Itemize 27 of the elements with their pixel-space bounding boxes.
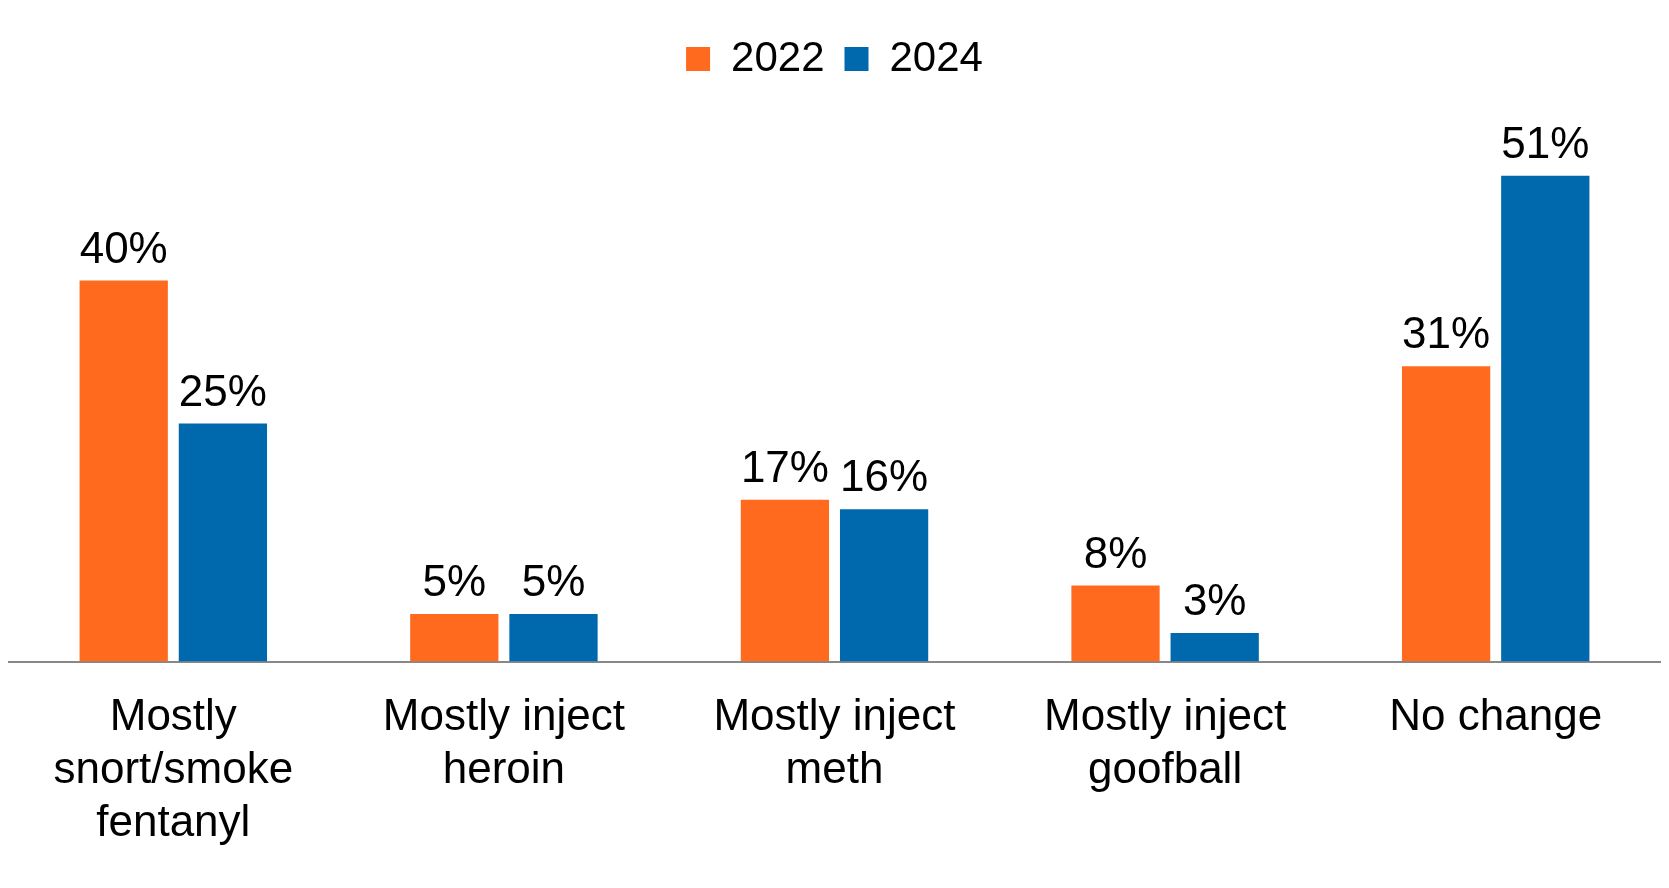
bar [178,423,268,662]
data-label: 3% [1182,575,1247,625]
data-label: 16% [840,451,929,501]
data-label: 51% [1501,117,1590,167]
bar [1170,633,1259,662]
bar [839,509,929,662]
bar [410,613,499,662]
bar [1401,366,1491,662]
x-tick-label: Mostly snort/smoke fentanyl [53,690,294,845]
x-tick-label: Mostly inject heroin [382,690,625,792]
data-label: 8% [1083,527,1148,577]
bar [740,499,830,662]
x-tick-label: Mostly inject meth [713,690,956,792]
x-tick-label: No change [1389,690,1603,740]
data-label: 25% [178,365,267,415]
legend-label: 2022 [731,32,825,80]
data-label: 5% [521,556,586,606]
bar [79,280,168,662]
bar [1501,175,1590,662]
data-label: 31% [1402,308,1491,358]
data-label: 5% [422,556,487,606]
x-tick-label: Mostly inject goofball [1044,690,1287,792]
data-label: 40% [79,222,168,272]
data-label: 17% [740,441,829,491]
bar [509,613,598,662]
legend-label: 2024 [889,32,983,80]
bar [1071,585,1160,662]
